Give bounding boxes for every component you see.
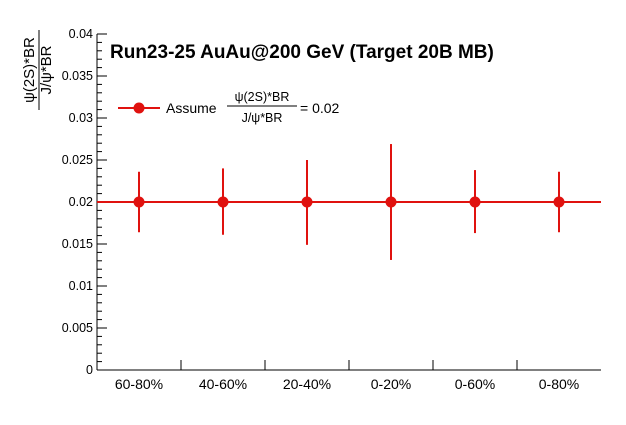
axes: 0 0.005 0.01 0.015 0.02 0.025 0.03 0.035 0.04 60-… [62, 27, 601, 392]
data-point [553, 196, 565, 208]
legend-numerator: ψ(2S)*BR [235, 90, 290, 104]
data-point [469, 196, 481, 208]
data-points [133, 144, 565, 260]
y-tick-label: 0.005 [62, 321, 93, 335]
data-point [301, 196, 313, 208]
data-point-group [217, 168, 229, 235]
data-point-group [385, 144, 397, 260]
data-point-group [301, 160, 313, 245]
legend-denominator: J/ψ*BR [242, 111, 283, 125]
y-axis-label-numerator: ψ(2S)*BR [21, 37, 38, 103]
x-tick-label: 0-80% [539, 376, 579, 392]
y-tick-label: 0.035 [62, 69, 93, 83]
chart-title: Run23-25 AuAu@200 GeV (Target 20B MB) [110, 42, 494, 63]
data-point [133, 196, 145, 208]
x-tick-label: 20-40% [283, 376, 331, 392]
y-tick-label: 0.025 [62, 153, 93, 167]
y-tick-label: 0 [86, 363, 93, 377]
legend: Assume ψ(2S)*BR J/ψ*BR = 0.02 [118, 90, 340, 125]
data-point-group [133, 171, 145, 233]
y-tick-label: 0.03 [69, 111, 93, 125]
y-tick-label: 0.01 [69, 279, 93, 293]
data-point [217, 196, 229, 208]
x-tick-label: 40-60% [199, 376, 247, 392]
y-axis-label-denominator: J/ψ*BR [38, 45, 55, 94]
y-tick-label: 0.015 [62, 237, 93, 251]
data-point-group [469, 170, 481, 234]
data-point [385, 196, 397, 208]
x-tick-label: 60-80% [115, 376, 163, 392]
legend-suffix: = 0.02 [300, 100, 340, 116]
y-tick-label: 0.02 [69, 195, 93, 209]
y-tick-label: 0.04 [69, 27, 93, 41]
x-tick-label: 0-20% [371, 376, 411, 392]
x-tick-label: 0-60% [455, 376, 495, 392]
y-axis-label: ψ(2S)*BR J/ψ*BR [21, 30, 55, 110]
legend-prefix: Assume [166, 100, 217, 116]
data-point-group [553, 171, 565, 233]
legend-marker [133, 102, 145, 114]
